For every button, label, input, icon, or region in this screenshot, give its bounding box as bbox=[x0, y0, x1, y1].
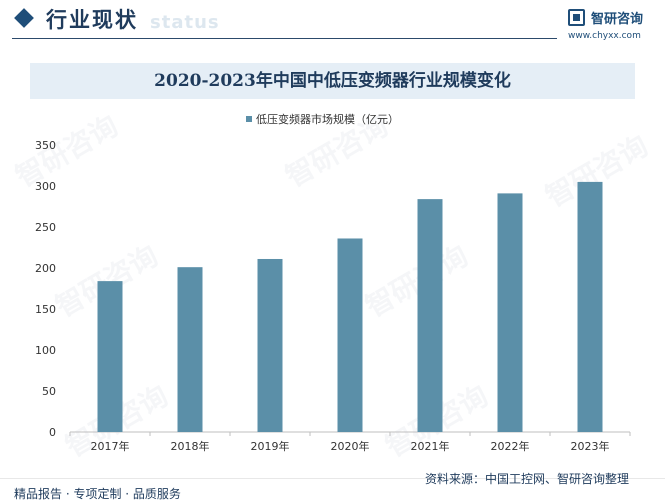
logo-icon bbox=[568, 9, 585, 26]
bar bbox=[337, 238, 363, 432]
x-tick-label: 2019年 bbox=[251, 439, 290, 453]
chart-title-band: 2020-2023年中国中低压变频器行业规模变化 bbox=[30, 63, 635, 99]
bar bbox=[177, 267, 203, 432]
logo-name: 智研咨询 bbox=[591, 12, 644, 27]
y-tick-label: 250 bbox=[35, 221, 56, 234]
chart-title: 2020-2023年中国中低压变频器行业规模变化 bbox=[154, 71, 511, 91]
y-tick-label: 200 bbox=[35, 262, 56, 275]
footer-divider bbox=[0, 478, 665, 479]
bar bbox=[257, 258, 283, 432]
bar bbox=[97, 281, 123, 432]
page-header: status 行业现状 智研咨询 www.chyxx.com bbox=[0, 0, 665, 44]
bar bbox=[417, 199, 443, 432]
bar bbox=[497, 193, 523, 432]
bar-chart: 0 50 100 150 200 250 300 350 2017年 2018年 2019年 2020… bbox=[35, 139, 631, 453]
x-tick-label: 2018年 bbox=[171, 439, 210, 453]
x-tick-label: 2023年 bbox=[571, 439, 610, 453]
x-tick-label: 2020年 bbox=[331, 439, 370, 453]
x-tick-label: 2017年 bbox=[91, 439, 130, 453]
y-tick-label: 350 bbox=[35, 139, 56, 152]
y-tick-label: 300 bbox=[35, 180, 56, 193]
y-tick-label: 0 bbox=[49, 426, 56, 439]
x-tick-label: 2021年 bbox=[411, 439, 450, 453]
x-tick-label: 2022年 bbox=[491, 439, 530, 453]
y-tick-label: 50 bbox=[42, 385, 56, 398]
y-tick-label: 100 bbox=[35, 344, 56, 357]
diamond-icon bbox=[14, 8, 34, 28]
legend-label: 低压变频器市场规模（亿元） bbox=[256, 113, 399, 126]
section-watermark: status bbox=[150, 12, 220, 33]
logo-url: www.chyxx.com bbox=[568, 31, 641, 41]
source-note: 资料来源：中国工控网、智研咨询整理 bbox=[425, 472, 630, 486]
footer-tagline: 精品报告 · 专项定制 · 品质服务 bbox=[14, 487, 181, 501]
section-title: 行业现状 bbox=[46, 8, 138, 32]
brand-logo: 智研咨询 www.chyxx.com bbox=[568, 8, 658, 42]
header-divider bbox=[12, 38, 557, 39]
bar bbox=[577, 181, 603, 432]
y-tick-label: 150 bbox=[35, 303, 56, 316]
legend-swatch bbox=[246, 116, 252, 122]
